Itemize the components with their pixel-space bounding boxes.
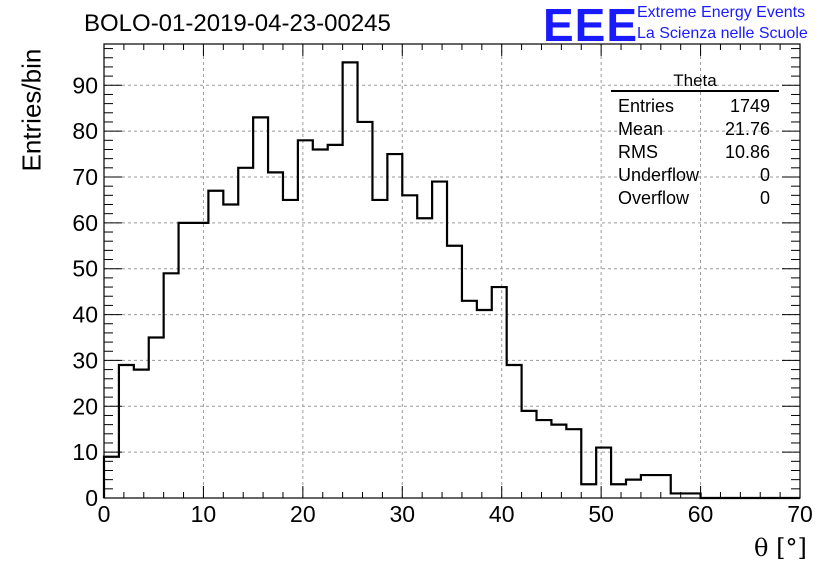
stat-label: Mean: [618, 119, 664, 139]
grid-lines: [104, 44, 800, 498]
plot-frame: [103, 43, 801, 499]
x-tick-label: 70: [787, 501, 813, 527]
logo-line-1: Extreme Energy Events: [637, 4, 806, 21]
y-axis-label: Entries/bin: [16, 48, 47, 172]
stat-row: Underflow 0: [611, 164, 779, 187]
x-tick-label: 10: [191, 501, 217, 527]
logo-line-2: La Scienza nelle Scuole: [637, 25, 808, 42]
x-tick-label: 40: [489, 501, 515, 527]
x-tick-label: 60: [688, 501, 714, 527]
x-tick-label: 50: [588, 501, 614, 527]
stat-label: Underflow: [618, 165, 700, 185]
eee-logo: EEE: [543, 0, 639, 51]
stat-value: 0: [759, 165, 770, 185]
y-tick-label: 0: [85, 485, 98, 511]
y-tick-label: 20: [72, 393, 98, 419]
stat-value: 1749: [729, 96, 770, 116]
stat-value: 10.86: [724, 142, 770, 162]
y-tick-label: 80: [72, 118, 98, 144]
stat-label: Entries: [618, 96, 675, 116]
axis-ticks: [103, 44, 801, 499]
stat-label: RMS: [618, 142, 658, 162]
y-tick-label: 90: [72, 72, 98, 98]
y-tick-label: 50: [72, 256, 98, 282]
y-tick-label: 70: [72, 164, 98, 190]
y-tick-label: 10: [72, 439, 98, 465]
y-tick-label: 30: [72, 347, 98, 373]
y-tick-label: 40: [72, 302, 98, 328]
chart-title: BOLO-01-2019-04-23-00245: [84, 10, 391, 37]
stats-box: Theta Entries 1749 Mean 21.76 RMS 10.86 Und…: [611, 72, 779, 210]
stats-title: Theta: [611, 72, 779, 92]
stat-value: 21.76: [724, 119, 770, 139]
axis-tick-labels: 0 10 20 30 40 50 60 70 0 10 20 30 40 50 60 70 80 90: [72, 72, 812, 527]
stat-row: RMS 10.86: [611, 141, 779, 164]
y-tick-label: 60: [72, 210, 98, 236]
stat-label: Overflow: [618, 188, 690, 208]
x-tick-label: 30: [389, 501, 415, 527]
x-tick-label: 0: [98, 501, 111, 527]
histogram-step-line: [102, 61, 800, 500]
x-tick-label: 20: [290, 501, 316, 527]
x-axis-label: θ [°]: [754, 534, 807, 562]
stat-row: Entries 1749: [611, 95, 779, 118]
stat-row: Overflow 0: [611, 187, 779, 210]
stat-row: Mean 21.76: [611, 118, 779, 141]
stat-value: 0: [759, 188, 770, 208]
